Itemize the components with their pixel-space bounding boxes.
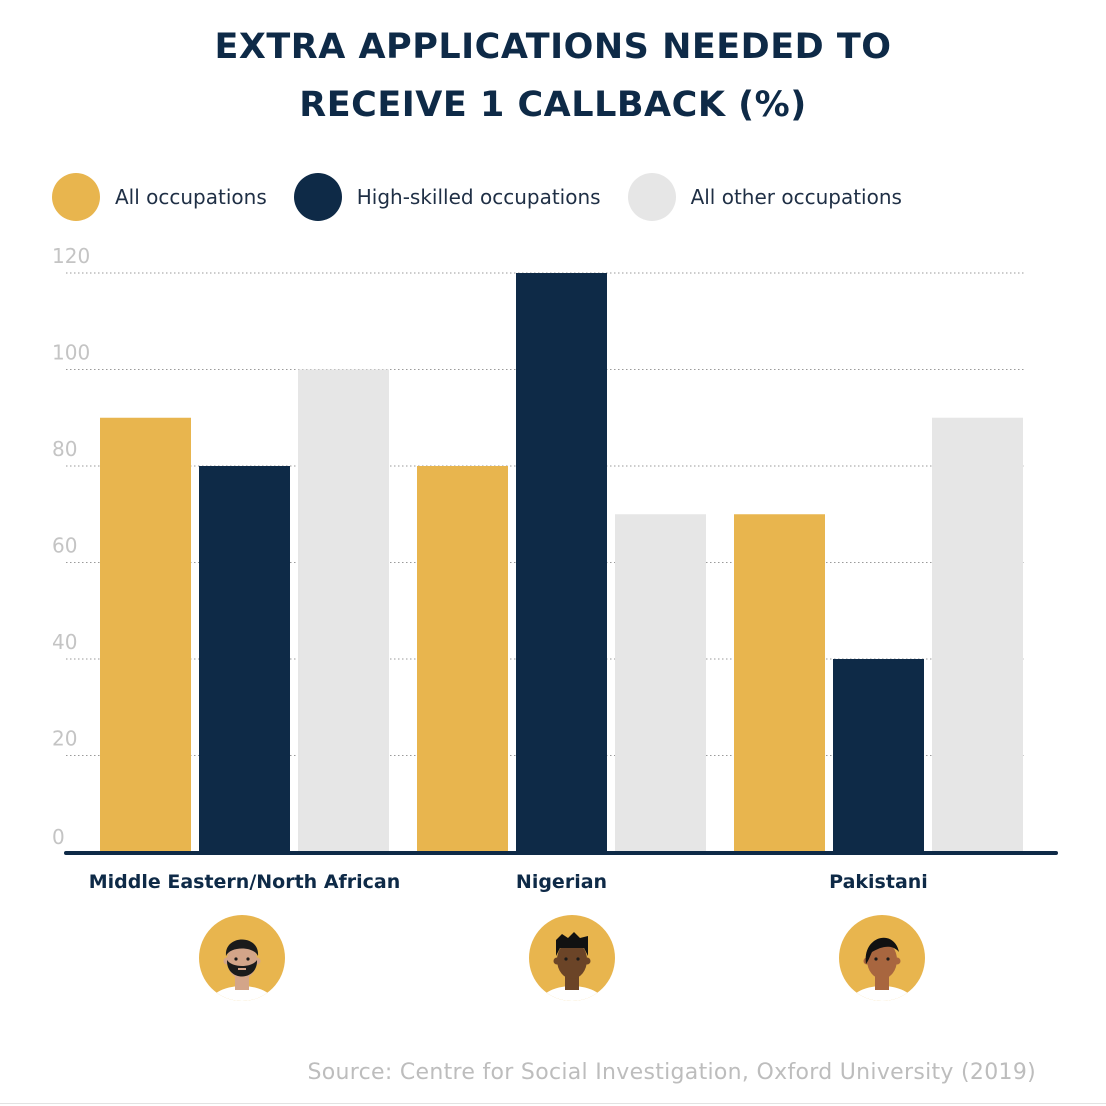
bar — [100, 417, 191, 852]
ear — [583, 957, 591, 965]
bar — [615, 514, 706, 852]
bar — [516, 273, 607, 852]
middle-eastern-avatar-icon — [199, 915, 285, 1001]
legend-item-high-skilled: High-skilled occupations — [293, 173, 601, 221]
shirt — [848, 986, 916, 1001]
hair — [556, 932, 588, 956]
x-tick-label: Middle Eastern/North African — [89, 871, 401, 893]
bar — [417, 466, 508, 852]
shirt — [538, 986, 606, 1001]
bar — [199, 466, 290, 852]
x-tick-label: Nigerian — [516, 871, 607, 893]
y-tick-label: 120 — [52, 244, 90, 268]
legend: All occupations High-skilled occupations… — [52, 172, 929, 222]
title-line-2: RECEIVE 1 CALLBACK (%) — [299, 85, 807, 125]
shirt — [208, 986, 276, 1001]
eye — [234, 957, 238, 961]
chart-title: EXTRA APPLICATIONS NEEDED TO RECEIVE 1 C… — [0, 18, 1106, 134]
y-tick-label: 40 — [52, 630, 77, 654]
source-note: Source: Centre for Social Investigation,… — [307, 1060, 1036, 1085]
legend-item-all-other: All other occupations — [627, 173, 902, 221]
legend-label: High-skilled occupations — [356, 185, 601, 209]
ear — [553, 957, 561, 965]
legend-swatch — [293, 173, 342, 221]
avatar-figure — [538, 932, 606, 1001]
legend-label: All occupations — [115, 185, 267, 209]
bar — [734, 514, 825, 852]
pakistani-avatar-icon — [839, 915, 925, 1001]
legend-item-all-occupations: All occupations — [52, 173, 267, 221]
legend-label: All other occupations — [690, 185, 902, 209]
footer-divider — [0, 1103, 1106, 1104]
hair — [865, 937, 899, 964]
head — [557, 941, 587, 979]
bar — [833, 659, 924, 852]
legend-swatch — [627, 173, 676, 221]
avatar-figure — [208, 939, 276, 1001]
eye — [246, 957, 250, 961]
eye — [886, 957, 890, 961]
hair — [225, 939, 259, 956]
eye — [564, 957, 568, 961]
y-tick-label: 80 — [52, 437, 77, 461]
y-tick-label: 100 — [52, 341, 90, 365]
x-tick-label: Pakistani — [829, 871, 928, 893]
mouth — [238, 968, 246, 970]
eye — [874, 957, 878, 961]
nigerian-avatar-icon — [529, 915, 615, 1001]
bar — [932, 417, 1023, 852]
avatar-figure — [848, 937, 916, 1001]
bar — [298, 369, 389, 852]
y-tick-label: 0 — [52, 825, 65, 849]
title-line-1: EXTRA APPLICATIONS NEEDED TO — [214, 27, 892, 67]
legend-swatch — [52, 173, 100, 221]
y-tick-label: 60 — [52, 534, 77, 558]
y-tick-label: 20 — [52, 727, 77, 751]
eye — [576, 957, 580, 961]
ear — [893, 957, 901, 965]
